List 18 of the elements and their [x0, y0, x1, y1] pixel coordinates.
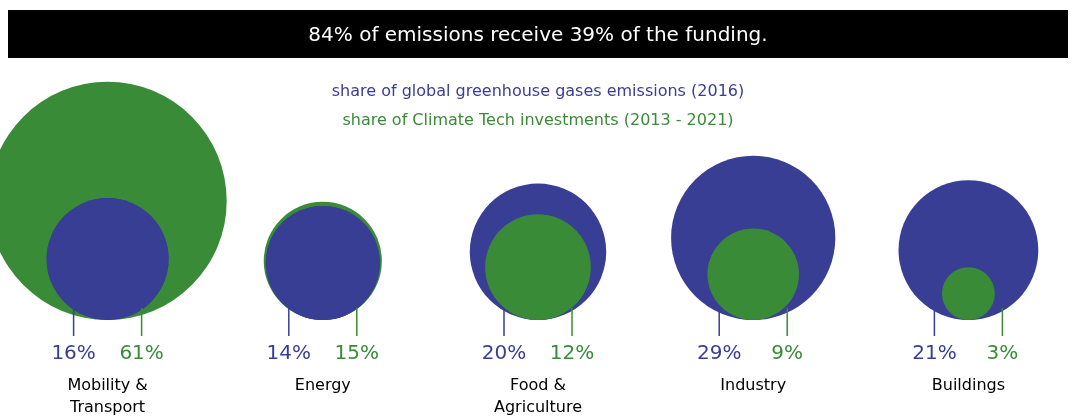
text: 84% of emissions receive 39% of the funding.	[8, 10, 1068, 58]
data-label: 9%	[771, 340, 804, 365]
data-label: 20%	[481, 340, 527, 365]
legend-label: share of global greenhouse gases emissions (2016)	[330, 80, 746, 102]
data-label: 61%	[119, 340, 164, 365]
legend-label: share of Climate Tech investments (2013 - 2021)	[341, 109, 735, 131]
data-label: 12%	[549, 340, 595, 365]
data-label: 14%	[266, 340, 312, 365]
category-label: Industry	[720, 375, 787, 395]
category-label: Mobility & Transport	[67, 375, 148, 417]
data-label: 16%	[51, 340, 96, 365]
category-label: Buildings	[931, 375, 1006, 395]
data-label: 21%	[912, 340, 957, 365]
category-label: Energy	[294, 375, 351, 395]
data-label: 3%	[986, 340, 1019, 365]
data-label: 29%	[696, 340, 742, 365]
data-label: 15%	[334, 340, 380, 365]
category-label: Food & Agriculture	[494, 375, 582, 417]
